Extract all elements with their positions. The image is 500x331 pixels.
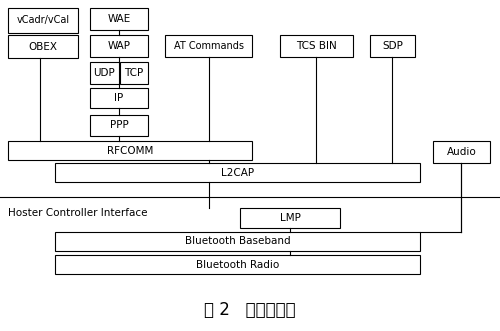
Bar <box>240 208 340 228</box>
Bar <box>90 62 119 84</box>
Bar <box>8 35 78 58</box>
Text: Bluetooth Baseband: Bluetooth Baseband <box>184 237 290 247</box>
Bar <box>90 115 148 136</box>
Bar <box>90 35 148 57</box>
Bar <box>370 35 415 57</box>
Text: Bluetooth Radio: Bluetooth Radio <box>196 260 279 269</box>
Bar <box>120 62 148 84</box>
Text: UDP: UDP <box>94 68 116 78</box>
Bar <box>165 35 252 57</box>
Text: WAE: WAE <box>108 14 130 24</box>
Text: IP: IP <box>114 93 124 103</box>
Bar <box>8 8 78 33</box>
Bar <box>55 232 420 251</box>
Bar <box>55 163 420 182</box>
Text: 图 2   蓝牙协议栈: 图 2 蓝牙协议栈 <box>204 301 296 319</box>
Text: L2CAP: L2CAP <box>221 167 254 177</box>
Text: Hoster Controller Interface: Hoster Controller Interface <box>8 208 147 218</box>
Text: PPP: PPP <box>110 120 128 130</box>
Bar <box>280 35 353 57</box>
Text: TCS BIN: TCS BIN <box>296 41 337 51</box>
Text: SDP: SDP <box>382 41 403 51</box>
Bar <box>433 141 490 163</box>
Text: vCadr/vCal: vCadr/vCal <box>16 16 70 25</box>
Text: WAP: WAP <box>108 41 130 51</box>
Bar <box>8 141 252 160</box>
Text: Audio: Audio <box>446 147 476 157</box>
Text: LMP: LMP <box>280 213 300 223</box>
Bar <box>90 88 148 108</box>
Bar <box>55 255 420 274</box>
Text: RFCOMM: RFCOMM <box>107 146 153 156</box>
Text: TCP: TCP <box>124 68 144 78</box>
Text: AT Commands: AT Commands <box>174 41 244 51</box>
Text: OBEX: OBEX <box>28 41 58 52</box>
Bar <box>90 8 148 30</box>
